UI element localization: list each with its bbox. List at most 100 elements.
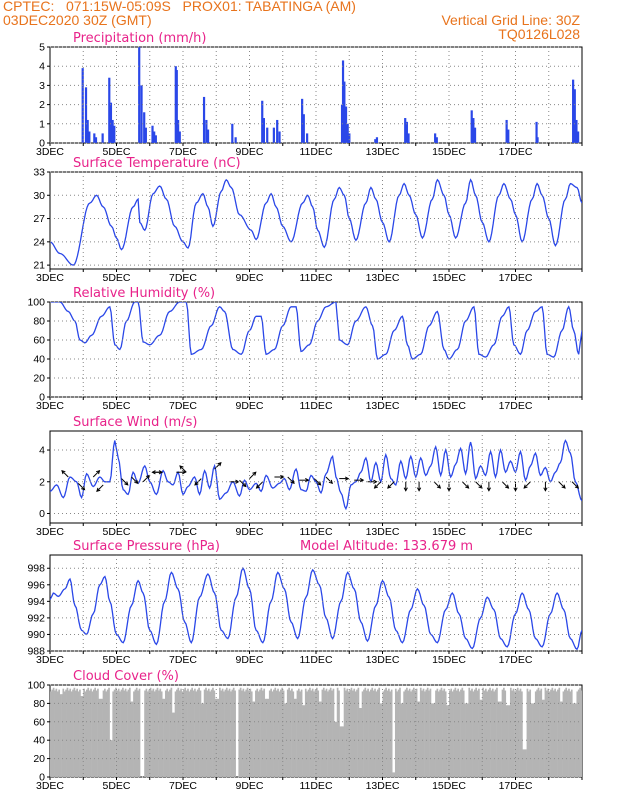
- cloud-bar: [426, 687, 429, 777]
- cloud-bar: [314, 689, 317, 777]
- cloud-bar: [137, 690, 139, 777]
- cloud-bar: [271, 691, 274, 777]
- cloud-bar: [144, 690, 146, 777]
- cloud-bar: [347, 691, 350, 777]
- cloud-bar: [153, 691, 156, 777]
- cloud-bar: [52, 687, 55, 777]
- cloud-bar: [400, 703, 403, 777]
- cloud-bar: [508, 705, 511, 777]
- cloud-bar: [65, 689, 67, 777]
- x-tick-label: 15DEC: [432, 780, 466, 792]
- cloud-bar: [252, 701, 254, 777]
- cloud-bar: [442, 690, 444, 777]
- cloud-bar: [334, 721, 336, 777]
- wind-arrow: [403, 481, 408, 492]
- cloud-bar: [471, 688, 473, 777]
- precip-bar: [140, 85, 143, 143]
- wind-arrow-head: [561, 484, 566, 489]
- cloud-bar: [394, 688, 397, 777]
- cloud-bar: [70, 691, 73, 777]
- cloud-bar: [527, 691, 530, 777]
- cloud-bar: [419, 687, 422, 777]
- cloud-bar: [293, 698, 296, 777]
- cloud-bar: [259, 689, 261, 777]
- data-group: [50, 566, 582, 651]
- cloud-bar: [230, 691, 232, 777]
- cloud-bar: [422, 688, 425, 777]
- wind-arrow-shaft: [475, 481, 483, 489]
- cloud-bar: [216, 698, 218, 777]
- cloud-bar: [306, 691, 308, 777]
- cloud-bar: [562, 691, 565, 777]
- cloud-bar: [435, 690, 437, 777]
- cloud-bar: [530, 703, 533, 777]
- cloud-bar: [555, 691, 558, 777]
- panel-3: Relative Humidity (%) 0 20 40 60 80 100 3DEC 5DE…: [27, 286, 583, 412]
- cloud-bar: [483, 690, 486, 777]
- x-tick-label: 11DEC: [299, 526, 332, 538]
- wind-arrow-head: [158, 470, 164, 475]
- precip-bar: [138, 47, 141, 143]
- precip-bar: [144, 127, 147, 143]
- panel-2: Surface Temperature (nC) 21 24 27 30 33 3DEC 5D…: [33, 156, 583, 284]
- cloud-bar: [526, 688, 529, 777]
- panel-6: Cloud Cover (%) 0 20 40 60 80 100 3DEC 5DEC 7DEC 9…: [27, 669, 583, 792]
- cloud-bar: [521, 691, 523, 777]
- cloud-bar: [497, 701, 500, 777]
- cloud-bar: [451, 691, 454, 777]
- cloud-bar: [58, 689, 60, 777]
- cloud-bar: [171, 712, 174, 777]
- cloud-bar: [228, 688, 231, 777]
- cloud-bar: [437, 691, 440, 777]
- wind-arrow-head: [387, 484, 392, 489]
- cloud-bar: [418, 701, 421, 777]
- precip-bar: [348, 133, 351, 143]
- cloud-bar: [417, 701, 419, 777]
- cloud-bar: [551, 687, 554, 777]
- cloud-bar: [213, 690, 216, 777]
- cloud-bar: [214, 698, 217, 777]
- cloud-bar: [267, 698, 270, 777]
- cloud-bar: [350, 687, 353, 777]
- precip-bar: [272, 127, 275, 143]
- cloud-bar: [505, 705, 508, 777]
- cloud-bar: [568, 688, 570, 777]
- cloud-bar: [457, 688, 459, 777]
- precip-bar: [151, 125, 154, 143]
- cloud-bar: [178, 690, 181, 777]
- x-tick-label: 3DEC: [36, 146, 64, 158]
- cloud-bar: [187, 688, 189, 777]
- wind-arrow: [387, 481, 395, 489]
- cloud-bar: [550, 689, 552, 777]
- wind-arrow: [501, 481, 510, 489]
- cloud-bar: [128, 687, 131, 777]
- cloud-bar: [191, 687, 193, 777]
- cloud-bar: [81, 696, 84, 777]
- wind-arrow-head: [290, 479, 295, 485]
- cloud-bar: [525, 749, 527, 777]
- precip-bar: [154, 135, 157, 143]
- cloud-bar: [496, 687, 498, 777]
- cloud-bar: [486, 691, 489, 777]
- cloud-bar: [295, 698, 297, 777]
- wind-arrow-shaft: [214, 462, 222, 470]
- cloud-bar: [181, 691, 184, 777]
- y-tick-label: 40: [33, 735, 45, 747]
- precip-bar: [178, 131, 181, 143]
- y-tick-label: 3: [39, 80, 45, 92]
- x-tick-label: 7DEC: [169, 146, 197, 158]
- cloud-bar: [522, 749, 525, 777]
- cloud-bar: [320, 701, 322, 777]
- cloud-bar: [277, 688, 279, 777]
- y-tick-label: 100: [27, 297, 45, 309]
- cloud-bar: [74, 690, 77, 777]
- cloud-bar: [69, 688, 72, 777]
- y-tick-label: 24: [33, 236, 45, 248]
- cloud-bar: [55, 688, 58, 777]
- wind-arrow-head: [486, 487, 492, 492]
- cloud-bar: [113, 689, 116, 777]
- cloud-bar: [509, 687, 512, 777]
- cloud-bar: [192, 690, 195, 777]
- cloud-bar: [447, 705, 450, 777]
- cloud-bar: [250, 691, 253, 777]
